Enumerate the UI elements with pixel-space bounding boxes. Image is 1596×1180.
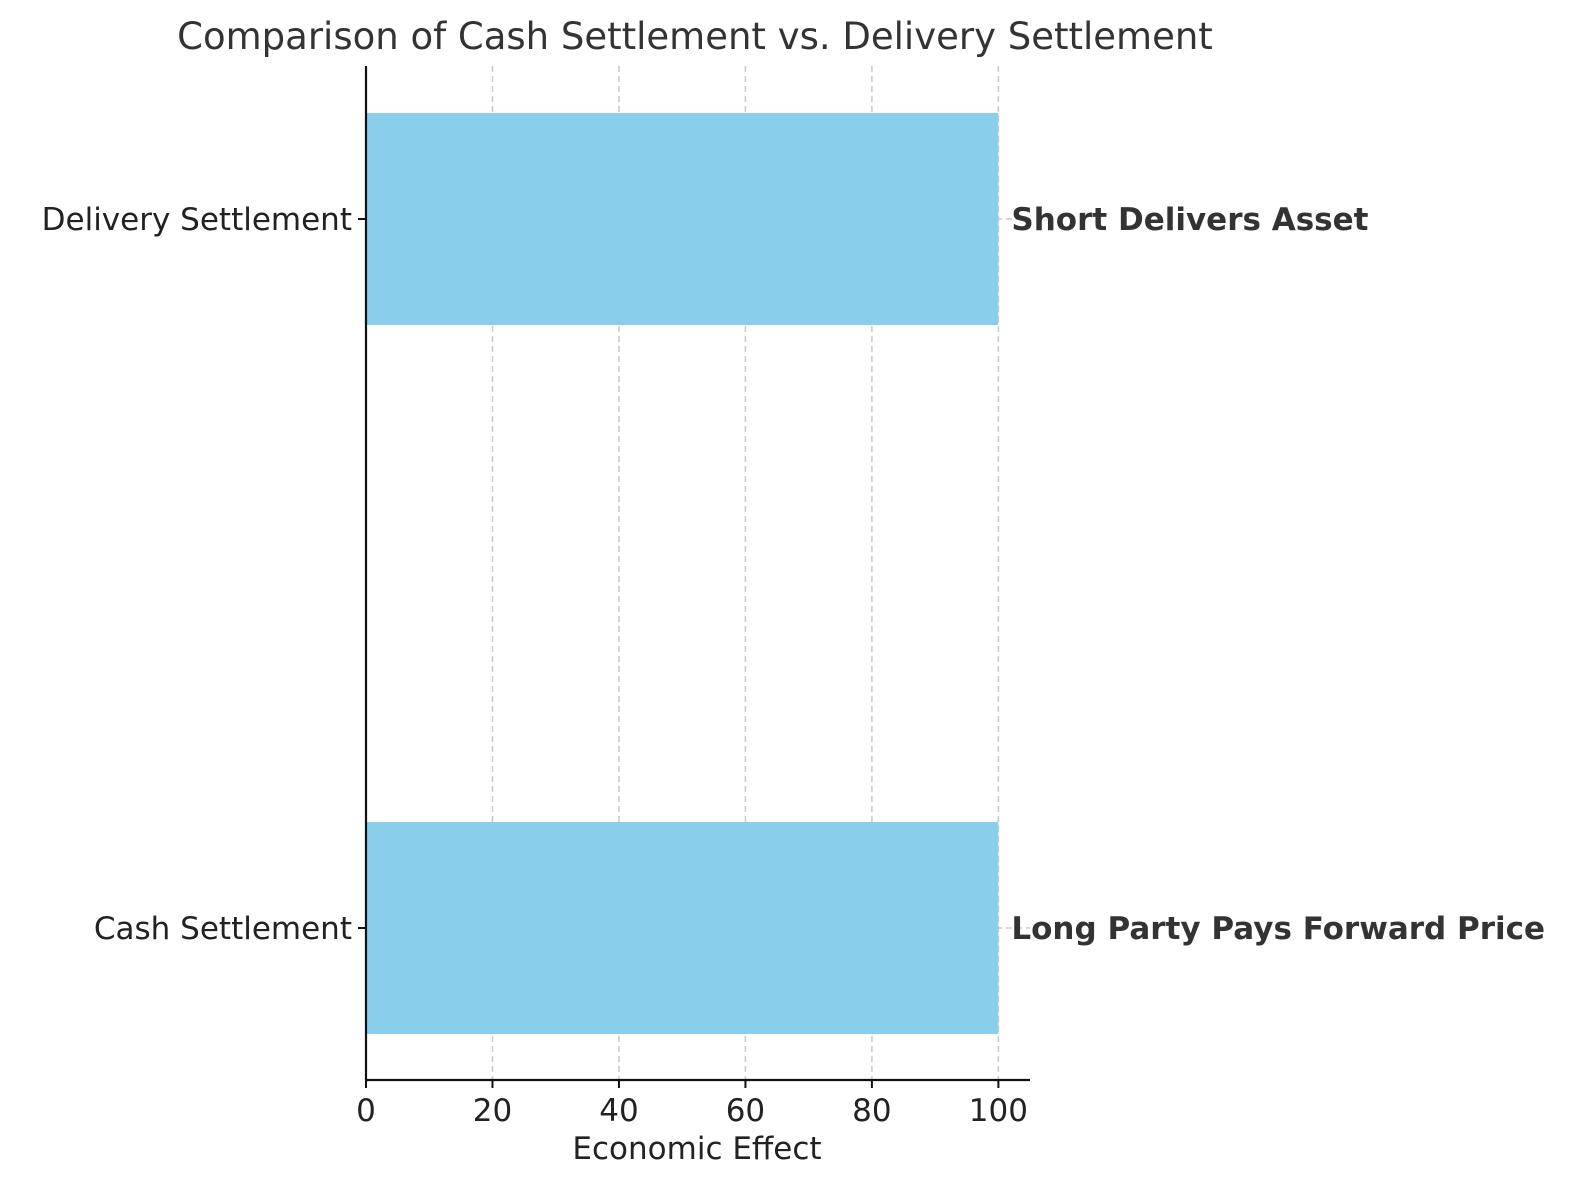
x-tick-label-0: 0 <box>356 1093 376 1129</box>
x-tick-label-4: 80 <box>852 1093 891 1129</box>
bar-annotation-1: Short Delivers Asset <box>1011 202 1368 238</box>
bar-1 <box>366 113 999 325</box>
annotations: Long Party Pays Forward Price Short Deliv… <box>1011 202 1545 947</box>
x-axis-label: Economic Effect <box>572 1131 821 1167</box>
bar-annotation-0: Long Party Pays Forward Price <box>1011 911 1545 947</box>
bar-0 <box>366 822 999 1034</box>
x-ticks: 0 20 40 60 80 100 <box>356 1080 1028 1129</box>
y-ticks: Cash Settlement Delivery Settlement <box>42 202 366 947</box>
x-tick-label-5: 100 <box>969 1093 1028 1129</box>
x-tick-label-2: 40 <box>599 1093 638 1129</box>
x-tick-label-1: 20 <box>473 1093 512 1129</box>
chart-title: Comparison of Cash Settlement vs. Delive… <box>177 15 1213 58</box>
x-tick-label-3: 60 <box>726 1093 765 1129</box>
y-tick-label-0: Cash Settlement <box>94 911 352 947</box>
y-tick-label-1: Delivery Settlement <box>42 202 352 238</box>
bars <box>366 113 999 1034</box>
